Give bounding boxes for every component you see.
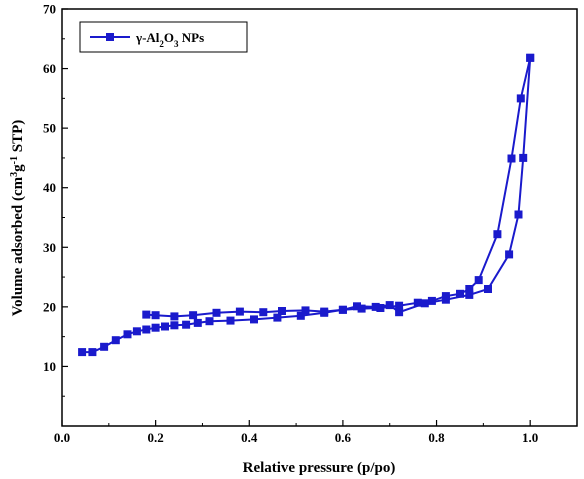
y-axis-title: Volume adsorbed (cm3g-1 STP) [9, 120, 27, 317]
adsorption-point [507, 154, 516, 163]
y-tick-label: 50 [43, 121, 56, 136]
x-tick-label: 0.2 [148, 430, 164, 445]
desorption-point [212, 308, 221, 317]
x-tick-label: 0.6 [335, 430, 352, 445]
desorption-point [505, 250, 514, 259]
desorption-point [526, 53, 535, 62]
x-axis-ticks: 0.0 0.2 0.4 0.6 0.8 1.0 [54, 420, 578, 445]
y-axis-title-part-2: g [10, 164, 26, 172]
adsorption-point [465, 285, 474, 293]
adsorption-point [226, 316, 235, 325]
desorption-point [235, 307, 244, 316]
legend: γ-Al2O3 NPs [79, 21, 248, 53]
y-axis-title-part-3: STP) [10, 120, 26, 156]
x-tick-label: 0.8 [428, 430, 445, 445]
y-tick-label: 40 [43, 180, 56, 195]
legend-label-part-1: γ-Al [135, 30, 160, 45]
x-axis-title: Relative pressure (p/po) [243, 460, 396, 476]
adsorption-point [111, 336, 120, 345]
adsorption-point [182, 320, 191, 329]
series-layer [78, 53, 535, 357]
adsorption-point [142, 325, 151, 334]
legend-label-sub-2: 3 [174, 39, 179, 49]
adsorption-point [427, 296, 436, 305]
adsorption-point [395, 301, 404, 310]
desorption-point [259, 308, 268, 317]
adsorption-point [205, 317, 214, 326]
adsorption-point [161, 322, 169, 331]
desorption-point [338, 305, 347, 314]
desorption-point [385, 301, 394, 310]
y-axis-title-part-1: Volume adsorbed (cm [10, 176, 26, 316]
x-tick-label: 1.0 [522, 430, 538, 445]
y-tick-label: 60 [43, 61, 56, 76]
y-axis-title-sup-2: -1 [9, 156, 20, 164]
adsorption-point [100, 342, 109, 351]
adsorption-point [250, 315, 258, 324]
adsorption-point [123, 330, 132, 339]
desorption-point [514, 210, 523, 219]
adsorption-point [413, 298, 422, 307]
desorption-point [189, 311, 198, 320]
adsorption-point [151, 323, 160, 332]
legend-label-part-3: NPs [179, 30, 205, 45]
adsorption-point [170, 321, 179, 330]
x-tick-label: 0.0 [54, 430, 70, 445]
desorption-point [420, 299, 429, 308]
adsorption-point [88, 348, 97, 357]
y-tick-label: 10 [43, 359, 56, 374]
adsorption-point [516, 94, 525, 103]
desorption-point [395, 308, 404, 317]
desorption-point [151, 311, 160, 320]
adsorption-point [493, 230, 502, 239]
desorption-point [142, 310, 151, 319]
desorption-point [371, 302, 380, 311]
y-axis-ticks: 10 20 30 40 50 60 70 [43, 2, 68, 397]
adsorption-point [273, 313, 282, 322]
adsorption-point [474, 276, 483, 285]
adsorption-point [132, 327, 141, 336]
legend-marker [106, 33, 114, 41]
desorption-point [301, 306, 310, 315]
desorption-point [170, 312, 179, 321]
desorption-point [278, 307, 286, 315]
legend-label: γ-Al2O3 NPs [135, 30, 204, 49]
y-tick-label: 70 [43, 2, 56, 17]
desorption-point [353, 302, 361, 311]
legend-label-sub-1: 2 [159, 39, 164, 49]
legend-label-part-2: O [164, 30, 174, 45]
adsorption-point [78, 348, 87, 357]
adsorption-point [456, 289, 464, 298]
desorption-point [465, 290, 474, 299]
desorption-point [441, 295, 450, 304]
y-tick-label: 20 [43, 299, 56, 314]
y-tick-label: 30 [43, 240, 56, 255]
y-axis-title-sup-1: 3 [9, 172, 20, 177]
desorption-line [146, 57, 532, 318]
desorption-point [320, 307, 329, 316]
desorption-point [484, 285, 492, 293]
adsorption-point [296, 311, 305, 320]
adsorption-point [193, 318, 202, 327]
x-tick-label: 0.4 [241, 430, 258, 445]
adsorption-point [357, 304, 366, 313]
adsorption-point [376, 304, 385, 312]
desorption-point [519, 153, 528, 162]
